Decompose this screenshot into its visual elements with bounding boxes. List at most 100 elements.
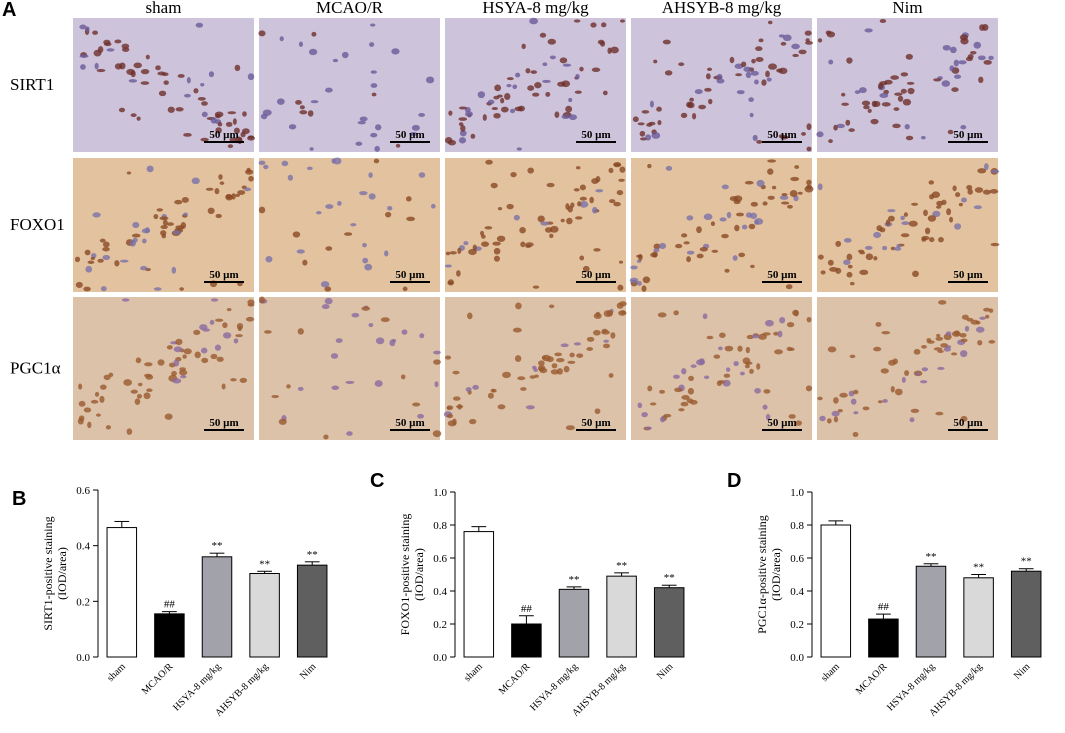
cell	[200, 347, 208, 354]
bar	[915, 565, 947, 658]
cell	[84, 249, 91, 256]
cell	[794, 165, 800, 169]
cell	[573, 342, 582, 346]
cell	[719, 217, 727, 222]
cell	[234, 64, 241, 72]
cell	[370, 83, 378, 88]
cell	[696, 253, 704, 259]
cell	[513, 214, 520, 221]
cell	[893, 107, 900, 111]
cell	[827, 346, 837, 353]
cell	[324, 286, 332, 292]
cell	[158, 90, 167, 97]
cell	[967, 188, 973, 195]
cell	[952, 185, 957, 192]
cell	[985, 314, 990, 319]
cell	[782, 34, 792, 42]
cell	[607, 47, 612, 55]
cell	[984, 163, 989, 171]
cell	[215, 113, 221, 119]
cell	[412, 402, 421, 407]
cell	[539, 367, 548, 374]
cell	[481, 234, 486, 239]
cell	[873, 231, 882, 239]
cell	[861, 100, 871, 106]
scale-bar-label: 50 µm	[581, 269, 610, 281]
cell	[966, 317, 974, 322]
y-tick-label: 0.6	[76, 485, 90, 497]
cell	[527, 85, 535, 91]
cell	[663, 413, 672, 418]
cell	[173, 230, 181, 235]
cell	[696, 359, 705, 366]
cell	[446, 405, 454, 411]
micrograph-bg	[817, 158, 998, 292]
bar	[463, 531, 495, 658]
cell	[418, 112, 426, 117]
cell	[762, 332, 771, 336]
cell	[445, 251, 451, 256]
cell	[497, 404, 506, 410]
cell	[133, 62, 142, 69]
cell	[818, 254, 824, 260]
cell	[126, 68, 135, 76]
cell	[539, 32, 547, 38]
scale-bar-label: 50 µm	[209, 269, 238, 281]
cell	[694, 89, 703, 95]
cell	[234, 193, 240, 198]
cell	[911, 202, 919, 206]
cell	[905, 53, 913, 60]
cell	[455, 405, 464, 409]
scale-bar-label: 50 µm	[767, 269, 796, 281]
cell	[579, 184, 586, 191]
cell	[153, 214, 159, 220]
cell	[703, 213, 713, 221]
cell	[201, 111, 208, 118]
cell	[755, 56, 764, 63]
cell	[850, 398, 857, 405]
cell	[547, 38, 556, 45]
cell	[835, 267, 842, 274]
cell	[520, 241, 526, 248]
cell	[816, 131, 824, 138]
cell	[977, 168, 987, 174]
cell	[686, 215, 694, 221]
cell	[102, 246, 110, 252]
cell	[678, 408, 685, 412]
cell	[806, 179, 812, 186]
cell	[678, 62, 685, 67]
cell	[765, 70, 770, 78]
cell	[686, 398, 694, 404]
cell	[680, 112, 688, 118]
cell	[716, 380, 722, 387]
cell	[787, 204, 793, 209]
significance-label: ##	[878, 601, 890, 613]
cell	[77, 418, 84, 425]
cell	[618, 178, 625, 182]
cell	[774, 349, 783, 355]
cell	[950, 352, 958, 356]
cell	[601, 22, 607, 28]
cell	[537, 215, 545, 223]
cell	[485, 159, 493, 165]
cell	[248, 175, 254, 182]
cell	[937, 349, 944, 353]
cell	[418, 172, 426, 178]
cell	[214, 344, 222, 351]
cell	[193, 88, 199, 94]
cell	[330, 353, 339, 359]
cell	[973, 41, 982, 49]
cell	[369, 42, 375, 47]
cell	[210, 353, 218, 360]
cell	[771, 185, 777, 190]
cell	[619, 301, 627, 307]
cell	[492, 241, 501, 246]
cell	[736, 90, 745, 95]
cell	[929, 194, 935, 200]
x-tick-label: HSYA-8 mg/kg	[528, 661, 580, 713]
cell	[570, 202, 575, 208]
cell	[768, 63, 777, 70]
cell	[835, 240, 842, 247]
cell	[903, 212, 908, 217]
cell	[649, 100, 654, 108]
